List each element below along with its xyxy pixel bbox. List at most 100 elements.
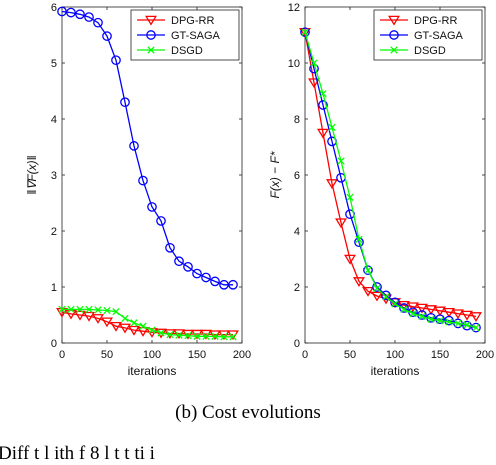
data-point-dsgd — [436, 316, 444, 325]
x-tick-label: 100 — [143, 349, 161, 361]
data-point-dsgd-stroke-b — [184, 332, 192, 340]
plot-series-group — [299, 27, 482, 333]
series-dpg-rr — [299, 27, 482, 322]
x-axis-label: iterations — [128, 364, 177, 378]
series-line-dpg-rr — [304, 32, 477, 318]
data-point-dsgd-stroke-b — [436, 316, 444, 325]
data-point-dsgd — [166, 330, 174, 339]
legend: DPG-RR GT-SAGA DSGD — [373, 9, 483, 61]
series-gt-saga — [57, 6, 238, 290]
data-point-dpg-rr — [101, 317, 113, 328]
series-dsgd — [301, 28, 480, 332]
data-point-gt-saga — [399, 303, 409, 313]
y-tick-label: 5 — [51, 58, 57, 70]
legend-marker-dsgd-stroke-b — [390, 46, 398, 54]
x-tick-label: 50 — [344, 349, 356, 361]
data-point-dsgd — [211, 332, 219, 340]
data-point-gt-saga — [75, 9, 85, 20]
data-point-dpg-rr — [344, 254, 356, 265]
data-point-dpg-rr — [74, 310, 86, 321]
data-point-dsgd — [373, 284, 381, 293]
data-point-dpg-rr — [452, 309, 464, 320]
data-point-dsgd-stroke-b — [391, 300, 399, 308]
data-point-dsgd-stroke-b — [67, 305, 75, 314]
y-tick-label: 4 — [294, 226, 300, 238]
legend-marker-dsgd — [147, 46, 155, 54]
data-point-dpg-rr — [173, 329, 185, 340]
data-point-dsgd — [229, 333, 237, 341]
x-axis-label: iterations — [371, 364, 420, 378]
data-point-gt-saga — [210, 276, 220, 287]
data-point-dsgd-stroke-b — [373, 284, 381, 293]
data-point-dsgd-stroke-b — [445, 318, 453, 326]
data-point-dsgd-stroke-b — [454, 319, 462, 328]
data-point-gt-saga — [183, 261, 193, 272]
x-tick-label: 50 — [101, 349, 113, 361]
y-tick-label: 4 — [51, 114, 57, 126]
data-point-dsgd — [85, 305, 93, 314]
y-tick-label: 6 — [51, 2, 57, 14]
data-point-dpg-rr — [209, 330, 221, 341]
data-point-gt-saga — [228, 279, 238, 290]
data-point-dsgd — [148, 326, 156, 334]
data-point-dpg-rr — [182, 329, 194, 340]
data-point-dsgd-stroke-b — [409, 309, 417, 318]
data-point-dpg-rr — [470, 312, 482, 322]
data-point-dpg-rr — [308, 78, 320, 89]
data-point-dsgd — [319, 90, 327, 98]
data-point-dsgd — [94, 306, 102, 314]
data-point-gt-saga — [111, 55, 121, 66]
y-tick-label: 0 — [51, 338, 57, 350]
data-point-dsgd-stroke-b — [346, 193, 354, 202]
x-tick-label: 200 — [476, 349, 494, 361]
data-point-dsgd-stroke-b — [148, 326, 156, 334]
subcaption: (b) Cost evolutions — [175, 402, 321, 423]
data-point-gt-saga — [201, 272, 211, 283]
y-axis-label: ‖∇F(x)‖ — [25, 155, 39, 194]
y-tick-label: 2 — [51, 226, 57, 238]
data-point-dsgd-stroke-b — [319, 90, 327, 98]
data-point-dpg-rr — [416, 303, 428, 314]
data-point-dsgd — [445, 318, 453, 326]
legend: DPG-RR GT-SAGA DSGD — [130, 9, 240, 61]
y-tick-label: 8 — [294, 114, 300, 126]
legend-label-dsgd: DSGD — [171, 45, 203, 57]
data-point-dsgd — [409, 309, 417, 318]
data-point-dsgd-stroke-b — [229, 333, 237, 341]
data-point-dpg-rr — [407, 302, 419, 313]
data-point-dsgd — [184, 332, 192, 340]
data-point-gt-saga — [471, 322, 481, 333]
data-point-gt-saga — [66, 7, 76, 18]
y-tick-label: 1 — [51, 282, 57, 294]
y-tick-label: 3 — [51, 170, 57, 182]
y-tick-label: 2 — [294, 282, 300, 294]
series-line-dsgd — [304, 32, 477, 329]
data-point-dsgd-stroke-b — [220, 333, 228, 341]
data-point-dsgd-stroke-b — [58, 305, 66, 314]
legend-label-dpg-rr: DPG-RR — [414, 15, 457, 27]
data-point-gt-saga — [138, 175, 148, 186]
data-point-dsgd-stroke-b — [94, 306, 102, 314]
data-point-dsgd — [328, 123, 336, 132]
series-dsgd — [58, 305, 237, 341]
data-point-dpg-rr — [83, 311, 95, 322]
data-point-dpg-rr — [434, 306, 446, 317]
data-point-gt-saga — [102, 31, 112, 41]
chart-panel-2: 0 50 100 150 200 0 2 4 6 8 10 12 iterations F(x) − F*… — [268, 2, 494, 378]
legend-marker-dpg-rr — [145, 15, 157, 26]
data-point-dsgd-stroke-b — [427, 315, 435, 323]
data-point-dsgd-stroke-b — [130, 319, 138, 327]
data-point-gt-saga — [300, 27, 310, 38]
data-point-dsgd-stroke-b — [355, 235, 363, 244]
y-tick-label: 12 — [288, 2, 300, 14]
data-point-dsgd-stroke-b — [103, 306, 111, 315]
series-line-dpg-rr — [61, 311, 233, 336]
data-point-dpg-rr — [119, 323, 131, 334]
x-tick-label: 200 — [233, 349, 251, 361]
data-point-dsgd — [67, 305, 75, 314]
data-point-dpg-rr — [362, 286, 374, 297]
data-point-dpg-rr — [92, 314, 104, 324]
data-point-dpg-rr — [371, 291, 383, 302]
y-axis-label: F(x) − F* — [268, 151, 282, 198]
data-point-dsgd-stroke-b — [121, 314, 129, 323]
